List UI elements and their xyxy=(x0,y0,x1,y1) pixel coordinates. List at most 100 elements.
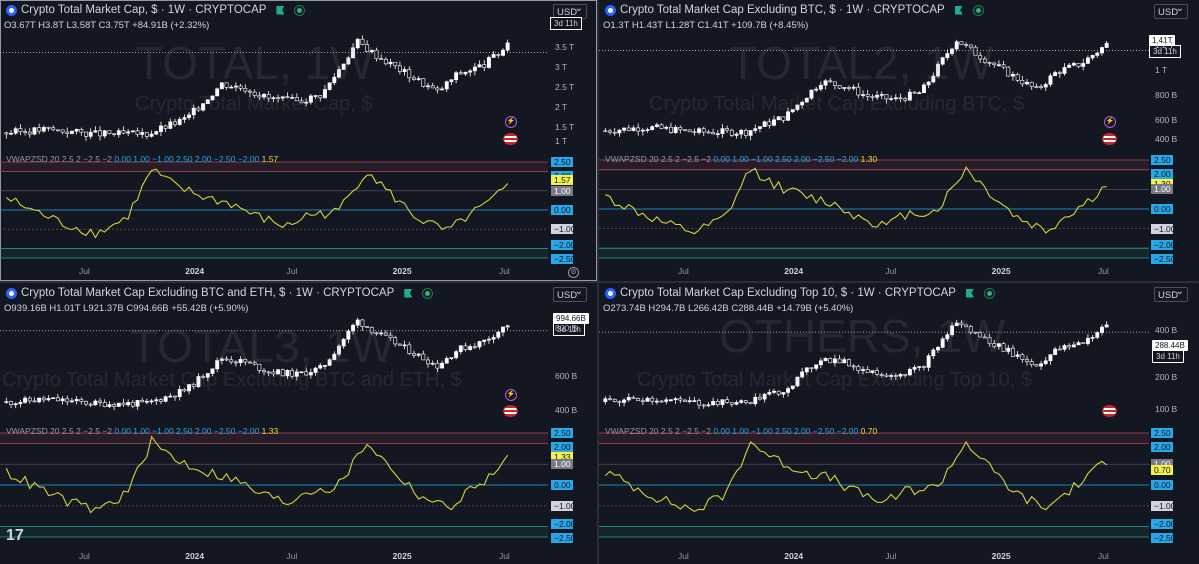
candle-body xyxy=(374,49,379,59)
candle-body xyxy=(41,126,46,132)
indicator-level-tag: 1.00 xyxy=(551,459,573,470)
candle-body xyxy=(893,375,898,377)
candle-body xyxy=(126,402,131,406)
candle-body xyxy=(163,396,168,402)
us-flag-icon[interactable] xyxy=(1102,133,1117,145)
candle-body xyxy=(140,400,145,403)
candle-body xyxy=(1062,67,1067,74)
indicator-pane[interactable] xyxy=(0,161,548,259)
flag-icon[interactable] xyxy=(965,288,974,298)
candle-body xyxy=(1029,361,1034,365)
candle-body xyxy=(23,397,28,403)
candle-body xyxy=(828,358,833,364)
price-axis-label: 800 B xyxy=(555,323,578,333)
price-pane[interactable] xyxy=(599,39,1149,141)
indicator-title[interactable]: VWAPZSD 20 2.5 2 −2.5 −2 0.00 1.00 −1.00… xyxy=(605,154,877,164)
candle-body xyxy=(313,367,318,373)
chart-panel-total3[interactable]: TOTAL3, 1W Crypto Total Market Cap Exclu… xyxy=(0,283,597,564)
chart-canvas[interactable] xyxy=(0,283,597,564)
candle-body xyxy=(917,92,922,95)
us-flag-icon[interactable] xyxy=(503,133,518,145)
candle-body xyxy=(393,337,398,345)
candle-body xyxy=(440,88,445,91)
indicator-levels: 0.00 1.00 −1.00 2.50 2.00 −2.50 −2.00 xyxy=(713,154,859,164)
candle-body xyxy=(1053,72,1058,77)
candle-body xyxy=(468,346,473,350)
price-axis-label: 1.2 T xyxy=(1155,40,1175,50)
us-flag-icon[interactable] xyxy=(1102,405,1117,417)
candle-body xyxy=(412,353,416,356)
price-axis-label: 200 B xyxy=(1155,371,1178,382)
currency-select[interactable]: USD xyxy=(553,284,587,302)
candle-body xyxy=(996,64,1001,67)
indicator-pane[interactable] xyxy=(599,432,1149,538)
chart-panel-total[interactable]: TOTAL, 1W Crypto Total Market Cap, $ Cry… xyxy=(0,0,597,281)
price-pane[interactable] xyxy=(599,319,1149,409)
candle-body xyxy=(720,128,725,134)
candle-body xyxy=(458,72,463,75)
candle-body xyxy=(107,130,112,134)
currency-select[interactable]: USD xyxy=(1154,284,1188,302)
candle-body xyxy=(945,53,950,58)
candle-body xyxy=(219,82,224,90)
candle-body xyxy=(1011,347,1015,357)
indicator-pane[interactable] xyxy=(0,432,548,538)
price-pane[interactable] xyxy=(0,35,548,141)
candle-body xyxy=(501,49,505,56)
symbol-title-text: Crypto Total Market Cap Excluding BTC, $… xyxy=(620,4,945,16)
symbol-title[interactable]: Crypto Total Market Cap Excluding BTC, $… xyxy=(605,4,984,16)
candle-body xyxy=(650,126,655,130)
indicator-level-tag: 0.00 xyxy=(1151,204,1173,214)
candle-body xyxy=(654,124,659,127)
settings-gear-icon[interactable]: ⚙ xyxy=(568,267,579,278)
indicator-title[interactable]: VWAPZSD 20 2.5 2 −2.5 −2 0.00 1.00 −1.00… xyxy=(605,426,877,436)
lightning-icon[interactable]: ⚡ xyxy=(505,116,517,128)
candle-body xyxy=(215,88,220,97)
candle-body xyxy=(79,399,84,402)
chart-canvas[interactable] xyxy=(0,0,597,281)
lightning-icon[interactable]: ⚡ xyxy=(505,389,517,401)
vwapzsd-line xyxy=(5,168,509,239)
candle-body xyxy=(168,121,173,129)
chart-panel-total2[interactable]: TOTAL2, 1W Crypto Total Market Cap Exclu… xyxy=(599,0,1196,281)
candle-body xyxy=(781,392,786,395)
symbol-title-text: Crypto Total Market Cap Excluding Top 10… xyxy=(620,287,956,299)
candle-body xyxy=(992,343,997,347)
candle-body xyxy=(149,400,154,403)
flag-icon[interactable] xyxy=(954,5,963,15)
chart-canvas[interactable] xyxy=(599,0,1196,281)
currency-select[interactable]: USD xyxy=(1154,1,1188,19)
candle-body xyxy=(365,44,370,52)
symbol-title[interactable]: Crypto Total Market Cap Excluding BTC an… xyxy=(6,287,434,299)
indicator-title[interactable]: VWAPZSD 20 2.5 2 −2.5 −2 0.00 1.00 −1.00… xyxy=(6,154,278,164)
candle-body xyxy=(327,359,332,366)
flag-icon[interactable] xyxy=(404,288,413,298)
lightning-icon[interactable]: ⚡ xyxy=(1104,116,1116,128)
time-axis-label: Jul xyxy=(498,266,510,276)
us-flag-icon[interactable] xyxy=(503,405,518,417)
candle-body xyxy=(673,398,678,401)
panel-divider-horizontal[interactable] xyxy=(0,281,1199,283)
candle-body xyxy=(870,370,875,373)
candle-body xyxy=(412,77,416,80)
chart-canvas[interactable] xyxy=(599,283,1196,564)
indicator-title[interactable]: VWAPZSD 20 2.5 2 −2.5 −2 0.00 1.00 −1.00… xyxy=(6,426,278,436)
price-pane[interactable] xyxy=(0,317,548,411)
time-axis-label: 2024 xyxy=(784,266,804,276)
candle-body xyxy=(1076,63,1081,67)
candle-body xyxy=(421,353,426,361)
candle-body xyxy=(397,65,402,72)
tradingview-logo-icon[interactable]: 17 xyxy=(6,527,24,544)
candle-body xyxy=(173,395,177,398)
candle-body xyxy=(865,369,870,373)
indicator-pane[interactable] xyxy=(599,159,1149,259)
candle-body xyxy=(622,399,627,403)
chart-panel-others[interactable]: OTHERS, 1W Crypto Total Market Cap Exclu… xyxy=(599,283,1196,564)
candle-body xyxy=(79,129,84,133)
symbol-title[interactable]: Crypto Total Market Cap, $ · 1W · CRYPTO… xyxy=(6,4,306,16)
candle-body xyxy=(430,362,435,365)
indicator-current: 1.57 xyxy=(261,154,279,164)
symbol-title[interactable]: Crypto Total Market Cap Excluding Top 10… xyxy=(605,287,995,299)
time-axis-label: Jul xyxy=(78,266,90,276)
flag-icon[interactable] xyxy=(276,5,285,15)
